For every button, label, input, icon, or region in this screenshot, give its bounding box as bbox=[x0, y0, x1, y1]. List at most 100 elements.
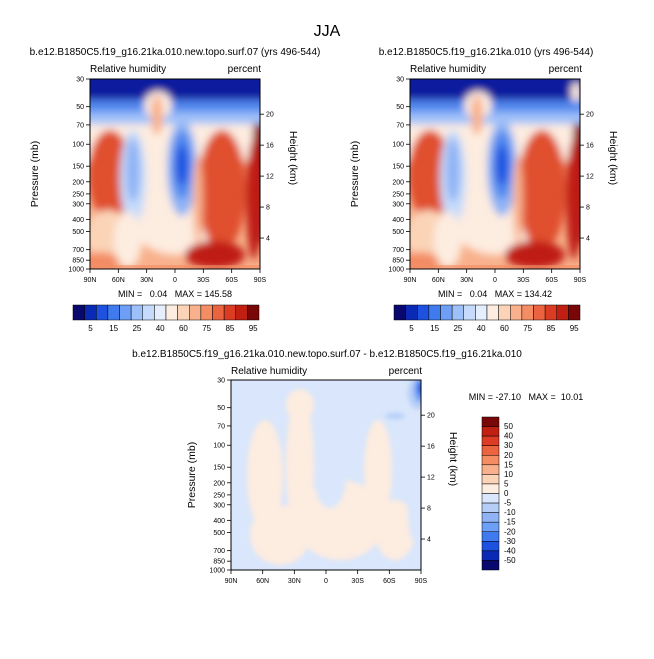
p3-cream-low-right bbox=[295, 480, 385, 560]
y-tick-label: 500 bbox=[213, 530, 225, 537]
y-tick-label: 300 bbox=[72, 201, 84, 208]
panel-3-field bbox=[231, 380, 421, 570]
colorbar-swatch bbox=[428, 304, 441, 321]
colorbar-swatch bbox=[212, 304, 225, 321]
y-tick-label: 100 bbox=[392, 142, 404, 149]
panel-3: b.e12.B1850C5.f19_g16.21ka.010.new.topo.… bbox=[132, 349, 583, 585]
y-tick-label: 300 bbox=[213, 502, 225, 509]
panel-3-stats: MIN = -27.10 MAX = 10.01 bbox=[469, 392, 584, 402]
p3-polar-tongue bbox=[385, 413, 405, 419]
colorbar-diff-label: -15 bbox=[504, 518, 516, 527]
y-tick-label: 30 bbox=[217, 378, 225, 385]
colorbar-label: 15 bbox=[430, 324, 439, 333]
p3-cream-right-column bbox=[364, 420, 392, 520]
p3-blue-low-left bbox=[232, 532, 244, 568]
panel-2-stats: MIN = 0.04 MAX = 134.42 bbox=[438, 289, 552, 299]
x-tick-label: 30N bbox=[140, 277, 153, 284]
y-tick-label: 500 bbox=[72, 229, 84, 236]
panel-1-field-shapes bbox=[90, 79, 260, 269]
colorbar-swatch bbox=[463, 304, 476, 321]
colorbar-diff-label: 30 bbox=[504, 441, 513, 450]
page-title: JJA bbox=[314, 23, 341, 40]
height-tick-label: 20 bbox=[266, 112, 274, 119]
y-tick-label: 850 bbox=[72, 258, 84, 265]
colorbar-swatch bbox=[72, 304, 85, 321]
colorbar-swatch bbox=[417, 304, 430, 321]
panel-1-height-ticks: 20 16 12 8 4 bbox=[260, 112, 274, 243]
x-tick-label: 60N bbox=[432, 277, 445, 284]
colorbar-swatch bbox=[247, 304, 260, 321]
colorbar-diff-swatch bbox=[481, 550, 500, 561]
p3-cream-right-lower bbox=[375, 500, 415, 560]
panel-3-left-label: Relative humidity bbox=[231, 366, 307, 377]
colorbar-swatch bbox=[119, 304, 132, 321]
y-tick-label: 400 bbox=[392, 217, 404, 224]
x-tick-label: 30N bbox=[460, 277, 473, 284]
colorbar-diff-swatch bbox=[481, 493, 500, 504]
panel-3-field-shapes bbox=[232, 389, 419, 568]
x-tick-label: 30N bbox=[288, 578, 301, 585]
colorbar-swatch bbox=[235, 304, 248, 321]
height-tick-label: 4 bbox=[427, 537, 431, 544]
colorbar-diff-swatch bbox=[481, 426, 500, 437]
colorbar-swatch bbox=[475, 304, 488, 321]
p3-blue-mid-hole bbox=[314, 448, 346, 508]
panel-2-field-shapes bbox=[410, 79, 580, 269]
x-tick-label: 90S bbox=[415, 578, 428, 585]
colorbar-swatch bbox=[130, 304, 143, 321]
x-tick-label: 90N bbox=[84, 277, 97, 284]
x-tick-label: 60N bbox=[256, 578, 269, 585]
y-tick-label: 850 bbox=[392, 258, 404, 265]
panel-1-ylabel-right: Height (km) bbox=[287, 131, 299, 185]
y-tick-label: 300 bbox=[392, 201, 404, 208]
colorbar-diff-label: -10 bbox=[504, 508, 516, 517]
p2-trop-plume-salmon bbox=[471, 95, 483, 135]
p2-polar-cream bbox=[571, 82, 580, 102]
colorbar-swatch bbox=[510, 304, 523, 321]
panel-2: b.e12.B1850C5.f19_g16.21ka.010 (yrs 496-… bbox=[349, 47, 619, 299]
panel-1-field bbox=[90, 79, 260, 269]
colorbar-label: 15 bbox=[109, 324, 118, 333]
height-tick-label: 4 bbox=[586, 236, 590, 243]
p1-right-edge-darkred bbox=[246, 140, 260, 260]
y-tick-label: 1000 bbox=[388, 267, 404, 274]
y-tick-label: 200 bbox=[392, 179, 404, 186]
y-tick-label: 500 bbox=[392, 229, 404, 236]
panel-1-left-label: Relative humidity bbox=[90, 64, 166, 75]
panel-1: b.e12.B1850C5.f19_g16.21ka.010.new.topo.… bbox=[29, 47, 320, 299]
panel-3-right-label: percent bbox=[389, 366, 423, 377]
y-tick-label: 100 bbox=[213, 443, 225, 450]
x-tick-label: 0 bbox=[324, 578, 328, 585]
colorbar-diff-label: -50 bbox=[504, 556, 516, 565]
colorbar-swatch bbox=[223, 304, 236, 321]
panel-1-y-ticks: 30 50 70 100 150 200 250 300 400 500 700 850 1000 bbox=[68, 77, 90, 274]
colorbar-diff-swatch bbox=[481, 560, 500, 571]
colorbar-diff-swatch bbox=[481, 512, 500, 523]
y-tick-label: 50 bbox=[76, 104, 84, 111]
x-tick-label: 90S bbox=[574, 277, 587, 284]
panel-2-y-ticks: 30 50 70 100 150 200 250 300 400 500 700 850 1000 bbox=[388, 77, 410, 274]
colorbar-label: 25 bbox=[453, 324, 462, 333]
panel-2-field bbox=[410, 79, 580, 269]
colorbar-label: 25 bbox=[132, 324, 141, 333]
colorbar-diff-label: 50 bbox=[504, 422, 513, 431]
colorbar-swatch bbox=[393, 304, 406, 321]
colorbar-label: 95 bbox=[570, 324, 579, 333]
height-tick-label: 8 bbox=[266, 205, 270, 212]
y-tick-label: 700 bbox=[392, 247, 404, 254]
p3-polar-strong bbox=[418, 381, 421, 395]
y-tick-label: 400 bbox=[213, 518, 225, 525]
colorbar-1: 5 15 25 40 60 75 85 95 bbox=[72, 304, 260, 333]
p1-bottom-darkred bbox=[185, 241, 245, 269]
colorbar-label: 85 bbox=[546, 324, 555, 333]
x-tick-label: 60N bbox=[112, 277, 125, 284]
p1-left-bottom-orange bbox=[90, 252, 120, 269]
colorbar-diff-swatch bbox=[481, 474, 500, 485]
y-tick-label: 70 bbox=[217, 423, 225, 430]
height-tick-label: 20 bbox=[427, 413, 435, 420]
colorbar-swatch bbox=[556, 304, 569, 321]
colorbar-diff-swatch bbox=[481, 435, 500, 446]
colorbar-diff-label: 10 bbox=[504, 470, 513, 479]
p2-bottom-darkred bbox=[505, 241, 565, 269]
